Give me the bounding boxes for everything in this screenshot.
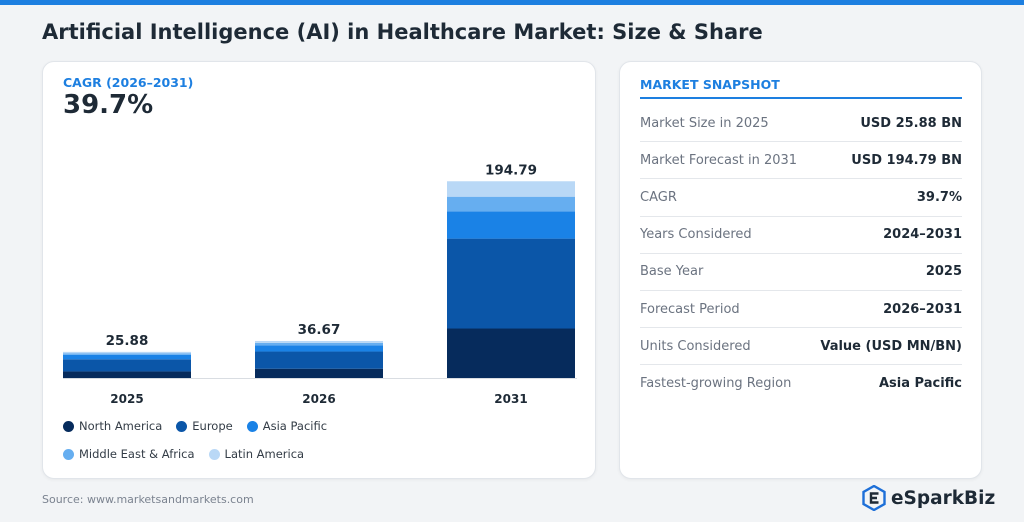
bar-segment-asia-pacific-2031 (447, 211, 575, 239)
snapshot-row: Years Considered 2024–2031 (640, 217, 962, 254)
chart-legend: North America Europe Asia Pacific Middle Ea… (63, 419, 583, 461)
legend-swatch (208, 448, 220, 460)
top-accent-bar (0, 0, 1024, 5)
snapshot-row-label: Base Year (640, 264, 704, 280)
source-note: Source: www.marketsandmarkets.com (42, 493, 254, 506)
snapshot-row: Units Considered Value (USD MN/BN) (640, 328, 962, 366)
snapshot-row-value: 2025 (925, 264, 962, 280)
brand-logo: eSparkBiz (862, 485, 995, 511)
bar-segment-middle-east-africa-2031 (447, 196, 575, 212)
bar-segment-asia-pacific-2026 (255, 345, 383, 352)
x-tick-label-2026: 2026 (302, 392, 335, 406)
page-title: Artificial Intelligence (AI) in Healthca… (42, 20, 763, 44)
legend-item-europe: Europe (176, 419, 233, 433)
snapshot-row-value: 39.7% (916, 189, 962, 205)
stacked-bar-chart: 25.88 2025 36.67 2026 194.79 2031 (63, 162, 577, 406)
brand-name: eSparkBiz (891, 487, 996, 509)
snapshot-row-label: Years Considered (640, 227, 752, 243)
snapshot-row-value: Asia Pacific (878, 376, 962, 392)
snapshot-row-label: Market Forecast in 2031 (640, 152, 798, 168)
bar-segment-north-america-2025 (63, 371, 191, 379)
legend-item-latin-america: Latin America (208, 447, 305, 461)
snapshot-row: Market Size in 2025 USD 25.88 BN (640, 105, 962, 143)
x-tick-label-2025: 2025 (110, 392, 143, 406)
bar-segment-latin-america-2031 (447, 181, 575, 197)
legend-item-north-america: North America (63, 419, 162, 433)
bar-total-label-2026: 36.67 (298, 322, 341, 338)
snapshot-row-label: Fastest-growing Region (640, 376, 792, 392)
legend-swatch (63, 448, 74, 460)
market-snapshot-card: MARKET SNAPSHOT Market Size in 2025 USD 2… (619, 61, 982, 479)
bar-total-label-2025: 25.88 (106, 333, 149, 349)
bar-segment-latin-america-2025 (63, 351, 191, 354)
bar-segment-europe-2026 (255, 351, 383, 369)
legend-label: Asia Pacific (262, 419, 328, 433)
legend-swatch (63, 420, 74, 432)
snapshot-row-value: 2026–2031 (883, 301, 962, 317)
legend-item-middle-east-africa: Middle East & Africa (63, 447, 195, 461)
bar-segment-north-america-2031 (447, 328, 575, 378)
snapshot-row-value: USD 25.88 BN (860, 115, 962, 131)
snapshot-row: Forecast Period 2026–2031 (640, 291, 962, 329)
snapshot-row: Market Forecast in 2031 USD 194.79 BN (640, 142, 962, 180)
x-tick-label-2031: 2031 (494, 392, 527, 406)
legend-label: Latin America (224, 447, 305, 461)
legend-item-asia-pacific: Asia Pacific (246, 419, 328, 433)
chart-card: CAGR (2026–2031) 39.7% 25.88 2025 36.67 202… (42, 61, 596, 479)
bar-segment-north-america-2026 (255, 368, 383, 378)
snapshot-row-label: Market Size in 2025 (640, 115, 769, 131)
snapshot-title-underline (640, 97, 962, 99)
bar-segment-middle-east-africa-2025 (63, 353, 191, 355)
snapshot-row: Fastest-growing Region Asia Pacific (640, 365, 962, 402)
legend-label: North America (79, 419, 163, 433)
snapshot-row: Base Year 2025 (640, 254, 962, 291)
legend-swatch (246, 420, 258, 432)
snapshot-row: CAGR 39.7% (640, 179, 962, 217)
bar-segment-latin-america-2026 (255, 340, 383, 343)
bar-total-label-2031: 194.79 (485, 162, 537, 178)
legend-label: Middle East & Africa (79, 447, 195, 461)
snapshot-row-value: USD 194.79 BN (851, 152, 962, 168)
snapshot-row-label: Forecast Period (640, 301, 740, 317)
snapshot-row-value: Value (USD MN/BN) (820, 338, 962, 354)
snapshot-row-label: Units Considered (640, 338, 751, 354)
bar-segment-europe-2031 (447, 238, 575, 329)
snapshot-row-label: CAGR (640, 189, 677, 205)
bar-segment-europe-2025 (63, 359, 191, 372)
snapshot-title: MARKET SNAPSHOT (640, 77, 780, 92)
bar-segment-asia-pacific-2025 (63, 354, 191, 360)
bar-segment-middle-east-africa-2026 (255, 342, 383, 346)
esparkbiz-logo-icon (862, 485, 886, 511)
snapshot-table: Market Size in 2025 USD 25.88 BN Market Fo… (640, 105, 962, 403)
cagr-value: 39.7% (63, 90, 154, 120)
legend-swatch (176, 420, 188, 432)
cagr-label: CAGR (2026–2031) (63, 75, 194, 90)
snapshot-row-value: 2024–2031 (883, 227, 962, 243)
legend-label: Europe (192, 419, 233, 433)
